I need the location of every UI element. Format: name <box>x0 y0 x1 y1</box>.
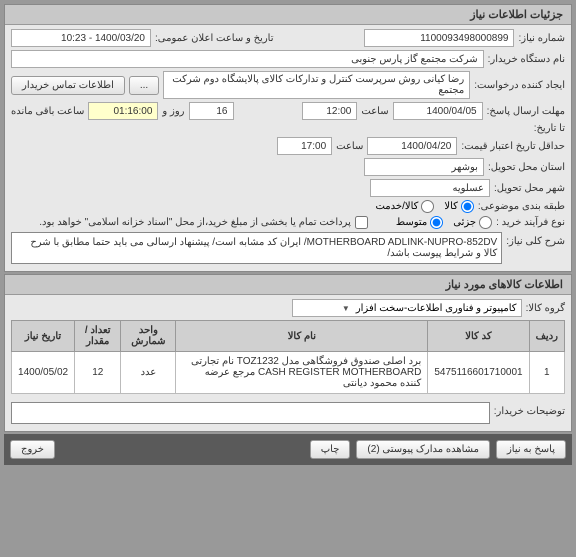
buyer-contact-button[interactable]: اطلاعات تماس خریدار <box>11 76 125 95</box>
requester-label: ایجاد کننده درخواست: <box>474 80 565 91</box>
cell-unit: عدد <box>121 352 176 394</box>
org-name-label: نام دستگاه خریدار: <box>488 54 565 65</box>
col-code: کد کالا <box>428 321 529 352</box>
answer-button[interactable]: پاسخ به نیاز <box>496 440 566 459</box>
service-radio[interactable] <box>421 200 434 213</box>
send-date-field: 1400/04/05 <box>393 102 483 120</box>
credit-time-field: 17:00 <box>277 137 332 155</box>
partial-radio-item[interactable]: جزئی <box>453 216 492 229</box>
goods-group-label: گروه کالا: <box>526 303 565 314</box>
to-date-label: تا تاریخ: <box>534 123 565 134</box>
partial-radio-label: جزئی <box>453 217 476 228</box>
buyer-notes-field <box>11 402 490 424</box>
category-radio-group: کالا کالا/خدمت <box>375 200 473 213</box>
col-row: ردیف <box>529 321 564 352</box>
partial-payment-label: پرداخت تمام یا بخشی از مبلغ خرید،از محل … <box>39 217 351 228</box>
goods-info-header: اطلاعات کالاهای مورد نیاز <box>5 275 571 295</box>
time-left-field: 01:16:00 <box>88 102 158 120</box>
print-button[interactable]: چاپ <box>310 440 351 459</box>
total-desc-field: MOTHERBOARD ADLINK-NUPRO-852DV/ ایران کد… <box>11 232 502 264</box>
partial-radio[interactable] <box>479 216 492 229</box>
province-label: استان محل تحویل: <box>488 162 565 173</box>
avg-radio[interactable] <box>430 216 443 229</box>
datetime-public-field: 1400/03/20 - 10:23 <box>11 29 151 47</box>
days-left-field: 16 <box>189 102 234 120</box>
process-type-label: نوع فرآیند خرید : <box>496 217 565 228</box>
time-remain-label: ساعت باقی مانده <box>11 106 84 117</box>
send-deadline-label: مهلت ارسال پاسخ: <box>487 106 565 117</box>
cell-date: 1400/05/02 <box>12 352 75 394</box>
attachments-button[interactable]: مشاهده مدارک پیوستی (2) <box>356 440 490 459</box>
goods-info-panel: اطلاعات کالاهای مورد نیاز گروه کالا: کام… <box>4 274 572 432</box>
col-qty: تعداد / مقدار <box>75 321 121 352</box>
credit-date-field: 1400/04/20 <box>367 137 457 155</box>
requester-field: رضا کیانی روش سرپرست کنترل و تدارکات کال… <box>163 71 470 99</box>
province-field: بوشهر <box>364 158 484 176</box>
send-time-field: 12:00 <box>302 102 357 120</box>
col-unit: واحد شمارش <box>121 321 176 352</box>
cell-row: 1 <box>529 352 564 394</box>
need-number-field: 1100093498000899 <box>364 29 514 47</box>
goods-table: ردیف کد کالا نام کالا واحد شمارش تعداد /… <box>11 320 565 394</box>
more-button[interactable]: ... <box>129 76 159 95</box>
cell-qty: 12 <box>75 352 121 394</box>
close-button[interactable]: خروج <box>10 440 55 459</box>
table-row[interactable]: 1 5475116601710001 برد اصلی صندوق فروشگا… <box>12 352 565 394</box>
goods-radio-item[interactable]: کالا <box>444 200 474 213</box>
goods-group-value: کامپیوتر و فناوری اطلاعات-سخت افزار <box>356 303 517 314</box>
partial-payment-checkbox[interactable] <box>355 216 368 229</box>
process-radio-group: جزئی متوسط <box>396 216 492 229</box>
datetime-public-label: تاریخ و ساعت اعلان عمومی: <box>155 33 274 44</box>
org-name-field: شرکت مجتمع گاز پارس جنوبی <box>11 50 484 68</box>
credit-min-label: حداقل تاریخ اعتبار قیمت: <box>461 141 565 152</box>
buyer-notes-label: توضیحات خریدار: <box>494 402 565 417</box>
need-info-panel: جزئیات اطلاعات نیاز شماره نیاز: 11000934… <box>4 4 572 272</box>
goods-group-select[interactable]: کامپیوتر و فناوری اطلاعات-سخت افزار ▼ <box>292 299 522 317</box>
time2-label: ساعت <box>336 141 363 152</box>
avg-radio-label: متوسط <box>396 217 427 228</box>
total-desc-label: شرح کلی نیاز: <box>506 232 565 247</box>
goods-radio[interactable] <box>461 200 474 213</box>
time1-label: ساعت <box>361 106 388 117</box>
avg-radio-item[interactable]: متوسط <box>396 216 443 229</box>
footer-bar: پاسخ به نیاز مشاهده مدارک پیوستی (2) چاپ… <box>4 434 572 465</box>
service-radio-item[interactable]: کالا/خدمت <box>375 200 434 213</box>
col-name: نام کالا <box>176 321 428 352</box>
need-info-body: شماره نیاز: 1100093498000899 تاریخ و ساع… <box>5 25 571 271</box>
need-number-label: شماره نیاز: <box>518 33 565 44</box>
col-date: تاریخ نیاز <box>12 321 75 352</box>
goods-radio-label: کالا <box>444 201 458 212</box>
cell-name: برد اصلی صندوق فروشگاهی مدل TOZ1232 نام … <box>176 352 428 394</box>
need-info-header: جزئیات اطلاعات نیاز <box>5 5 571 25</box>
category-label: طبقه بندی موضوعی: <box>478 201 565 212</box>
cell-code: 5475116601710001 <box>428 352 529 394</box>
city-label: شهر محل تحویل: <box>494 183 565 194</box>
chevron-down-icon: ▼ <box>342 304 350 313</box>
goods-info-body: گروه کالا: کامپیوتر و فناوری اطلاعات-سخت… <box>5 295 571 431</box>
day-and-label: روز و <box>162 106 184 117</box>
service-radio-label: کالا/خدمت <box>375 201 418 212</box>
city-field: عسلویه <box>370 179 490 197</box>
